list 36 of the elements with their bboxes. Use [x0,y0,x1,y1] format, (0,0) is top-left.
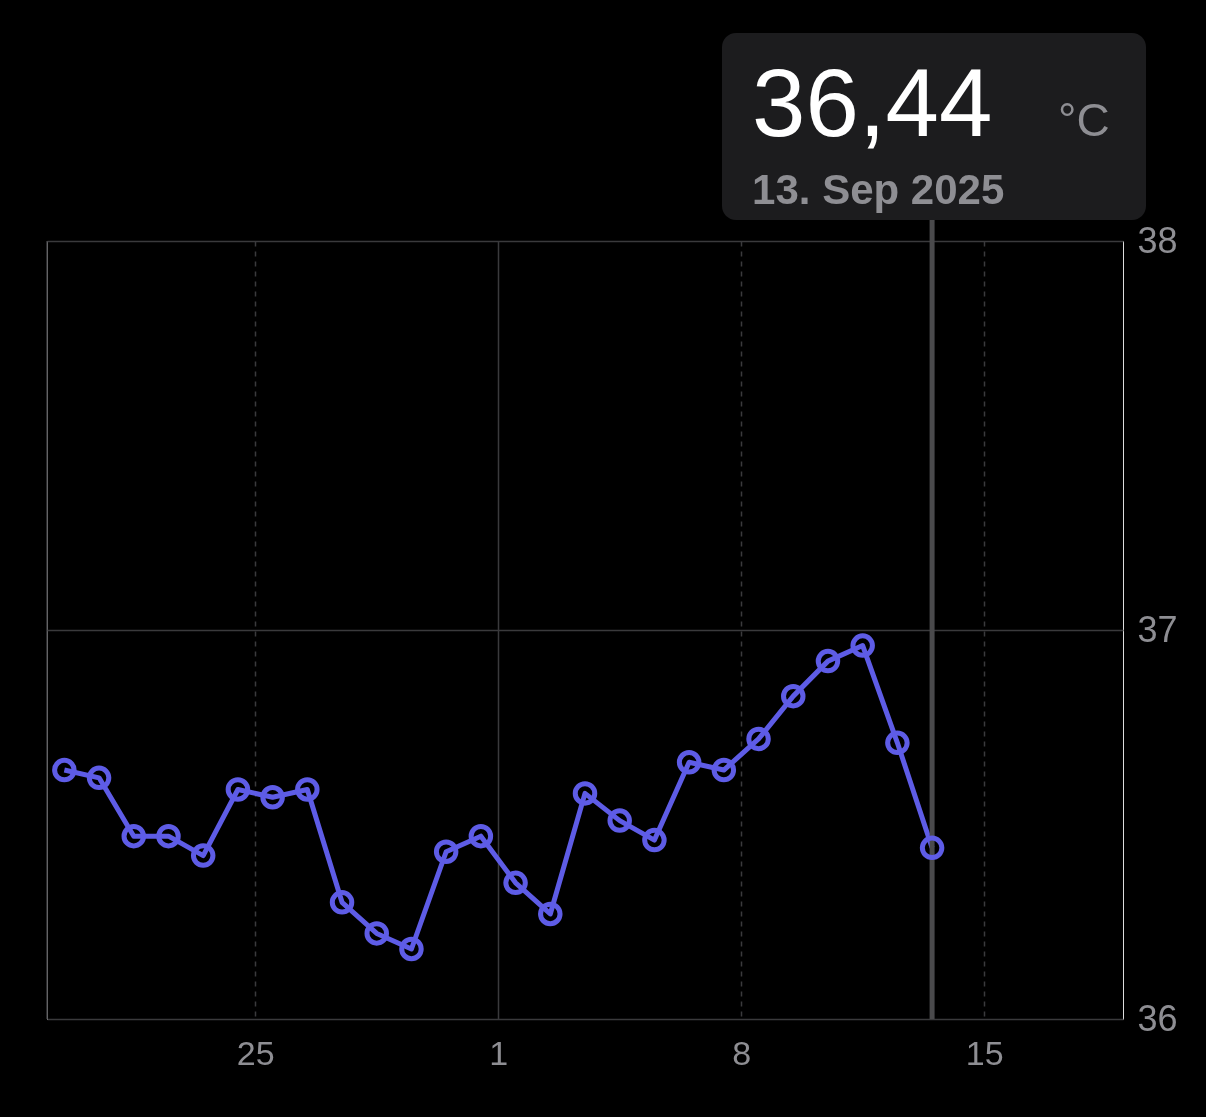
point [121,823,147,849]
point [746,726,771,752]
point [919,835,945,861]
x-tick-label: 15 [965,1033,1004,1072]
point [190,843,216,868]
point [433,839,459,864]
point [225,777,251,802]
point [781,683,806,709]
point [607,808,632,833]
point [885,730,910,756]
point [503,870,528,896]
point [86,765,112,791]
point [538,901,563,927]
x-tick-label: 8 [732,1033,752,1072]
point [329,890,355,915]
point [399,936,424,962]
point [52,757,77,783]
point [815,648,841,674]
point [295,777,320,802]
point [260,785,285,810]
text: 13. Sep 2025 [752,166,1005,213]
x-tick-label: 25 [236,1033,275,1072]
point [156,823,181,849]
point [711,757,737,783]
point [468,823,494,849]
point [850,633,875,658]
y-tick-label: 37 [1137,608,1178,650]
point [364,921,389,946]
y-tick-label: 36 [1137,997,1178,1039]
point [676,750,702,775]
text: °C [1058,94,1110,146]
x-tick-label: 1 [489,1033,509,1072]
point [642,827,667,853]
text: 36,44 [752,49,993,156]
y-tick-label: 38 [1137,219,1178,261]
point [572,781,598,806]
